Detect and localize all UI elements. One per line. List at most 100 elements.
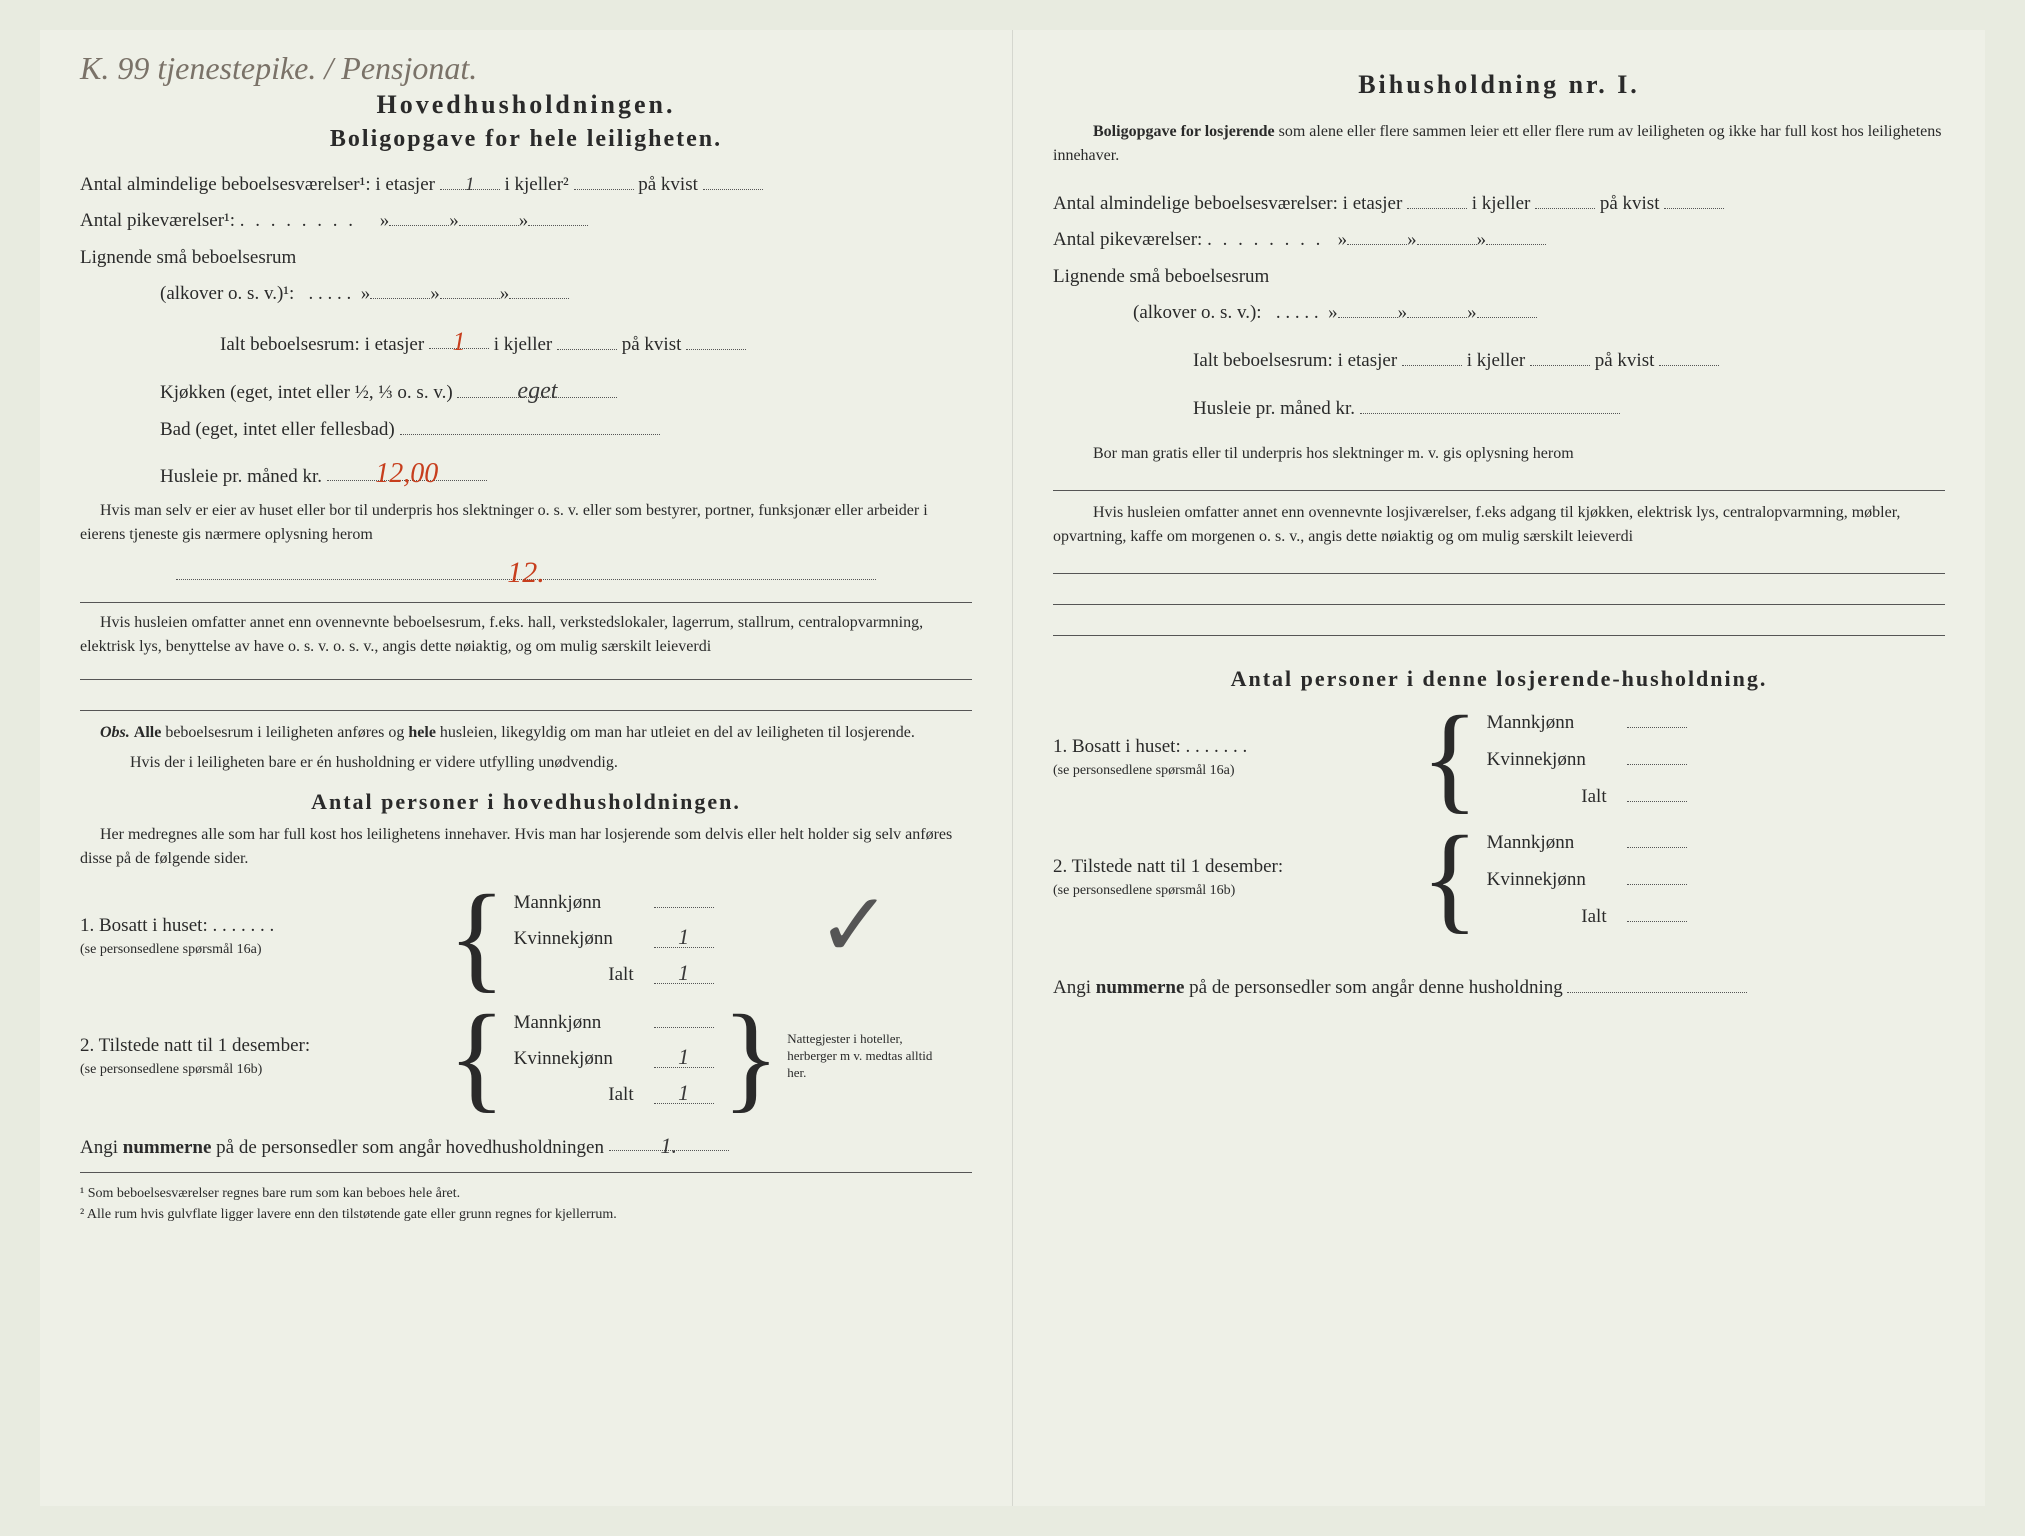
field[interactable] [1627, 864, 1687, 885]
field-husleie[interactable]: 12,00 [327, 450, 487, 481]
label: Antal pikeværelser: [1053, 229, 1202, 250]
q2-label: Tilstede natt til 1 desember: [1072, 856, 1283, 877]
field[interactable] [1627, 901, 1687, 922]
field-angi[interactable]: 1. [609, 1127, 729, 1151]
field-etasjer[interactable]: 1 [440, 169, 500, 190]
q1-label: Bosatt i huset: [99, 915, 208, 936]
field-q1-kvinne[interactable]: 1 [654, 924, 714, 948]
note-owner: Hvis man selv er eier av huset eller bor… [80, 499, 972, 547]
note1-value-line: 12. [80, 547, 972, 593]
field[interactable] [440, 278, 500, 299]
field[interactable] [557, 329, 617, 350]
field[interactable] [1627, 707, 1687, 728]
field[interactable] [528, 205, 588, 226]
field-q1-ialt[interactable]: 1 [654, 960, 714, 984]
right-title: Bihusholdning nr. I. [1053, 70, 1945, 100]
rule [1053, 573, 1945, 574]
rule [1053, 635, 1945, 636]
field[interactable] [1402, 345, 1462, 366]
field-angi[interactable] [1567, 972, 1747, 993]
q1-row: 1. Bosatt i huset: . . . . . . . (se per… [80, 883, 972, 991]
note-husleie-extra: Hvis husleien omfatter annet enn ovennev… [80, 611, 972, 659]
r-note2: Hvis husleien omfatter annet enn ovennev… [1053, 501, 1945, 549]
ialt-label: Ialt [1487, 906, 1627, 928]
field[interactable] [1664, 188, 1724, 209]
field-kjokken[interactable]: eget [457, 371, 617, 397]
label: i kjeller [1472, 193, 1531, 214]
angi-line: Angi nummerne på de personsedler som ang… [80, 1127, 972, 1164]
r-line1: Antal almindelige beboelsesværelser: i e… [1053, 188, 1945, 220]
label: Kjøkken (eget, intet eller ½, ⅓ o. s. v.… [160, 382, 453, 403]
q2-sub: (se personsedlene spørsmål 16b) [1053, 883, 1235, 898]
field[interactable] [1627, 781, 1687, 802]
field[interactable] [1417, 224, 1477, 245]
left-page: K. 99 tjenestepike. / Pensjonat. Hovedhu… [40, 30, 1013, 1506]
label: på kvist [638, 174, 698, 195]
right-intro: Boligopgave for losjerende som alene ell… [1053, 120, 1945, 168]
label: på kvist [1595, 350, 1655, 371]
q2-num: 2. [80, 1035, 94, 1056]
field[interactable] [1627, 744, 1687, 765]
q1-num: 1. [1053, 736, 1067, 757]
label: Antal almindelige beboelsesværelser¹: i … [80, 174, 435, 195]
q1-sub: (se personsedlene spørsmål 16a) [1053, 763, 1235, 778]
line-pike: Antal pikeværelser¹: »»» [80, 205, 972, 237]
r-q2-right: Mannkjønn Kvinnekjønn Ialt [1487, 827, 1687, 928]
field[interactable] [1347, 224, 1407, 245]
field[interactable] [1530, 345, 1590, 366]
label: Lignende små beboelsesrum [80, 247, 296, 268]
q2-left: 2. Tilstede natt til 1 desember: (se per… [80, 1035, 440, 1079]
field-q2-ialt[interactable]: 1 [654, 1080, 714, 1104]
left-title-1: Hovedhusholdningen. [80, 90, 972, 120]
section-persons-title: Antal personer i hovedhusholdningen. [80, 789, 972, 815]
field[interactable] [459, 205, 519, 226]
obs-block: Obs. Alle beboelsesrum i leiligheten anf… [80, 721, 972, 745]
field[interactable] [509, 278, 569, 299]
q2-right: Mannkjønn Kvinnekjønn1 Ialt1 [514, 1007, 714, 1106]
field[interactable] [1659, 345, 1719, 366]
label: Antal almindelige beboelsesværelser: i e… [1053, 193, 1402, 214]
field-q1-mann[interactable] [654, 887, 714, 908]
right-page: Bihusholdning nr. I. Boligopgave for los… [1013, 30, 1985, 1506]
r-line3: Lignende små beboelsesrum [1053, 261, 1945, 293]
field-kjeller[interactable] [574, 169, 634, 190]
rule [80, 679, 972, 680]
checkmark-icon: ✓ [817, 873, 892, 978]
field[interactable] [1486, 224, 1546, 245]
label: på kvist [1600, 193, 1660, 214]
field-note1[interactable]: 12. [176, 547, 876, 580]
r-note1: Bor man gratis eller til underpris hos s… [1053, 442, 1945, 466]
rule [1053, 490, 1945, 491]
line-alkover: (alkover o. s. v.)¹: . . . . . »»» [160, 278, 972, 310]
field[interactable] [389, 205, 449, 226]
field-husleie[interactable] [1360, 394, 1620, 415]
rule [1053, 604, 1945, 605]
field[interactable] [1338, 297, 1398, 318]
q2-row: 2. Tilstede natt til 1 desember: (se per… [80, 1003, 972, 1111]
field-bad[interactable] [400, 414, 660, 435]
pencil-annotation: K. 99 tjenestepike. / Pensjonat. [80, 50, 477, 87]
field[interactable] [1477, 297, 1537, 318]
rule [80, 710, 972, 711]
fn1: ¹ Som beboelsesværelser regnes bare rum … [80, 1183, 972, 1204]
label: Lignende små beboelsesrum [1053, 266, 1269, 287]
r-ialt: Ialt beboelsesrum: i etasjer i kjeller p… [1193, 345, 1945, 377]
field-q2-mann[interactable] [654, 1007, 714, 1028]
r-section-title: Antal personer i denne losjerende-hushol… [1053, 666, 1945, 692]
q1-sub: (se personsedlene spørsmål 16a) [80, 942, 262, 957]
field-kvist[interactable] [703, 169, 763, 190]
field-ialt-etasjer[interactable]: 1 [429, 320, 489, 349]
r-q1-row: 1. Bosatt i huset: . . . . . . . (se per… [1053, 704, 1945, 812]
field[interactable] [1535, 188, 1595, 209]
field[interactable] [1407, 188, 1467, 209]
field[interactable] [686, 329, 746, 350]
field[interactable] [1407, 297, 1467, 318]
kvinne-label: Kvinnekjønn [514, 928, 654, 950]
obs-text1: Alle beboelsesrum i leiligheten anføres … [134, 724, 915, 741]
field[interactable] [370, 278, 430, 299]
kvinne-label: Kvinnekjønn [1487, 749, 1627, 771]
field[interactable] [1627, 827, 1687, 848]
q1-label: Bosatt i huset: [1072, 736, 1181, 757]
field-q2-kvinne[interactable]: 1 [654, 1044, 714, 1068]
brace-icon: { [448, 1003, 506, 1111]
